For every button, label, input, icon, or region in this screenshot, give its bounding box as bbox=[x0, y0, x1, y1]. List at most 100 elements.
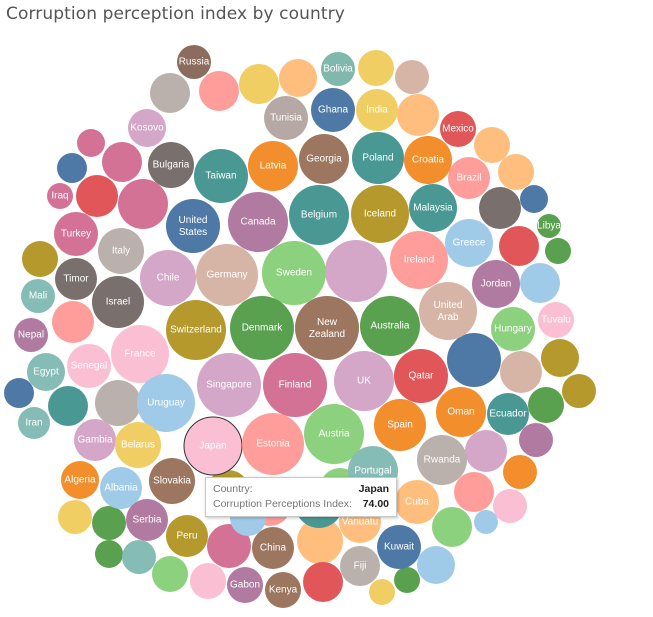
bubble[interactable] bbox=[57, 153, 87, 183]
bubble-denmark[interactable] bbox=[230, 296, 294, 360]
bubble-mali[interactable] bbox=[21, 279, 55, 313]
bubble[interactable] bbox=[325, 240, 387, 302]
bubble[interactable] bbox=[4, 378, 34, 408]
bubble[interactable] bbox=[519, 423, 553, 457]
bubble-italy[interactable] bbox=[98, 228, 144, 274]
bubble[interactable] bbox=[498, 154, 534, 190]
bubble[interactable] bbox=[118, 179, 168, 229]
bubble-tunisia[interactable] bbox=[264, 96, 308, 140]
bubble-russia[interactable] bbox=[177, 45, 211, 79]
bubble-germany[interactable] bbox=[196, 244, 258, 306]
bubble[interactable] bbox=[474, 510, 498, 534]
bubble-ireland[interactable] bbox=[390, 231, 448, 289]
bubble-iran[interactable] bbox=[18, 407, 50, 439]
bubble[interactable] bbox=[207, 524, 251, 568]
bubble-mexico[interactable] bbox=[440, 111, 476, 147]
bubble-gabon[interactable] bbox=[227, 567, 263, 603]
bubble[interactable] bbox=[562, 374, 596, 408]
bubble[interactable] bbox=[395, 60, 429, 94]
bubble[interactable] bbox=[48, 386, 88, 426]
bubble[interactable] bbox=[58, 500, 92, 534]
bubble-chile[interactable] bbox=[140, 250, 196, 306]
bubble-bolivia[interactable] bbox=[321, 52, 355, 86]
bubble-singapore[interactable] bbox=[197, 353, 261, 417]
bubble-gambia[interactable] bbox=[74, 419, 116, 461]
bubble-timor[interactable] bbox=[55, 258, 97, 300]
bubble[interactable] bbox=[369, 579, 395, 605]
bubble-kenya[interactable] bbox=[265, 572, 301, 608]
bubble-senegal[interactable] bbox=[67, 344, 111, 388]
bubble[interactable] bbox=[102, 142, 142, 182]
bubble-malaysia[interactable] bbox=[409, 184, 457, 232]
bubble[interactable] bbox=[447, 333, 501, 387]
bubble-japan[interactable] bbox=[183, 416, 243, 476]
bubble-latvia[interactable] bbox=[248, 141, 298, 191]
bubble-estonia[interactable] bbox=[242, 413, 304, 475]
bubble[interactable] bbox=[152, 556, 188, 592]
bubble-slovakia[interactable] bbox=[149, 458, 195, 504]
bubble-algeria[interactable] bbox=[61, 461, 99, 499]
bubble-ghana[interactable] bbox=[311, 88, 355, 132]
bubble-brazil[interactable] bbox=[448, 157, 490, 199]
bubble-hungary[interactable] bbox=[491, 307, 535, 351]
bubble-bulgaria[interactable] bbox=[148, 142, 194, 188]
bubble[interactable] bbox=[541, 339, 579, 377]
bubble[interactable] bbox=[122, 540, 156, 574]
bubble[interactable] bbox=[493, 489, 527, 523]
bubble-jordan[interactable] bbox=[472, 260, 520, 308]
bubble[interactable] bbox=[528, 387, 564, 423]
bubble[interactable] bbox=[150, 73, 190, 113]
bubble[interactable] bbox=[303, 562, 343, 602]
bubble-nepal[interactable] bbox=[14, 318, 48, 352]
bubble-uk[interactable] bbox=[334, 351, 394, 411]
bubble-croatia[interactable] bbox=[404, 136, 452, 184]
bubble-united-states[interactable] bbox=[166, 199, 220, 253]
bubble[interactable] bbox=[95, 540, 123, 568]
bubble-peru[interactable] bbox=[166, 515, 208, 557]
bubble[interactable] bbox=[465, 430, 507, 472]
bubble-sweden[interactable] bbox=[262, 241, 326, 305]
bubble-taiwan[interactable] bbox=[194, 149, 248, 203]
bubble-france[interactable] bbox=[111, 325, 169, 383]
bubble-canada[interactable] bbox=[228, 192, 288, 252]
bubble-tuvalu[interactable] bbox=[538, 302, 574, 338]
bubble-albania[interactable] bbox=[100, 467, 142, 509]
bubble-rwanda[interactable] bbox=[417, 435, 467, 485]
bubble-greece[interactable] bbox=[445, 219, 493, 267]
bubble-uruguay[interactable] bbox=[137, 374, 195, 432]
bubble[interactable] bbox=[95, 380, 141, 426]
bubble[interactable] bbox=[92, 506, 126, 540]
bubble-poland[interactable] bbox=[352, 132, 404, 184]
bubble[interactable] bbox=[545, 238, 571, 264]
bubble-fiji[interactable] bbox=[340, 546, 380, 586]
bubble-libya[interactable] bbox=[537, 214, 561, 238]
bubble-ecuador[interactable] bbox=[487, 393, 529, 435]
bubble[interactable] bbox=[76, 175, 118, 217]
bubble-finland[interactable] bbox=[263, 353, 327, 417]
bubble-belgium[interactable] bbox=[289, 185, 349, 245]
bubble[interactable] bbox=[520, 185, 548, 213]
bubble-israel[interactable] bbox=[92, 276, 144, 328]
bubble-oman[interactable] bbox=[436, 387, 486, 437]
bubble-united-arab[interactable] bbox=[419, 282, 477, 340]
bubble[interactable] bbox=[394, 567, 420, 593]
bubble-switzerland[interactable] bbox=[166, 300, 226, 360]
bubble[interactable] bbox=[454, 472, 494, 512]
bubble-kuwait[interactable] bbox=[377, 525, 421, 569]
bubble-cuba[interactable] bbox=[395, 480, 439, 524]
bubble-georgia[interactable] bbox=[299, 134, 349, 184]
bubble[interactable] bbox=[199, 71, 239, 111]
bubble-iraq[interactable] bbox=[47, 183, 73, 209]
bubble-australia[interactable] bbox=[360, 296, 420, 356]
bubble-egypt[interactable] bbox=[27, 353, 65, 391]
bubble-iceland[interactable] bbox=[351, 185, 409, 243]
bubble-serbia[interactable] bbox=[126, 499, 168, 541]
bubble[interactable] bbox=[417, 546, 455, 584]
bubble[interactable] bbox=[77, 129, 105, 157]
bubble[interactable] bbox=[297, 518, 343, 564]
bubble[interactable] bbox=[22, 241, 58, 277]
bubble-austria[interactable] bbox=[304, 404, 364, 464]
bubble-spain[interactable] bbox=[374, 399, 426, 451]
bubble[interactable] bbox=[397, 94, 439, 136]
bubble-china[interactable] bbox=[252, 527, 294, 569]
